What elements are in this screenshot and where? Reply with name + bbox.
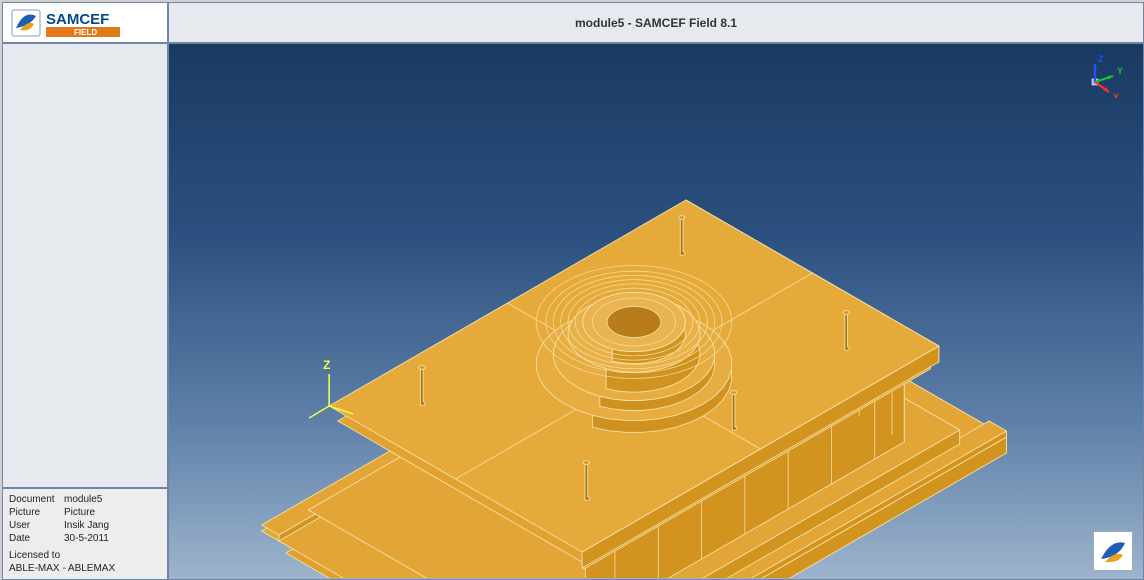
svg-text:Z: Z: [1098, 54, 1104, 64]
left-column: Documentmodule5PicturePictureUserInsik J…: [3, 44, 169, 579]
doc-info-label: Date: [9, 532, 64, 545]
svg-text:FIELD: FIELD: [74, 28, 97, 37]
window-title: module5 - SAMCEF Field 8.1: [169, 3, 1143, 42]
app-frame: SAMCEF FIELD module5 - SAMCEF Field 8.1 …: [2, 2, 1144, 580]
doc-info-value: Picture: [64, 506, 95, 519]
titlebar: SAMCEF FIELD module5 - SAMCEF Field 8.1: [3, 3, 1143, 44]
document-info-panel: Documentmodule5PicturePictureUserInsik J…: [3, 487, 167, 579]
svg-text:Y: Y: [1117, 66, 1123, 76]
doc-info-value: module5: [64, 493, 102, 506]
doc-info-row: Documentmodule5: [9, 493, 161, 506]
3d-viewport[interactable]: Z Z Y X: [169, 44, 1143, 579]
doc-info-row: Date30-5-2011: [9, 532, 161, 545]
licensed-value: ABLE-MAX - ABLEMAX: [9, 562, 161, 575]
model-render: [169, 44, 1141, 578]
doc-info-row: UserInsik Jang: [9, 519, 161, 532]
title-text: module5 - SAMCEF Field 8.1: [575, 16, 737, 30]
brand-logo: SAMCEF FIELD: [3, 3, 169, 42]
doc-info-value: Insik Jang: [64, 519, 109, 532]
doc-info-value: 30-5-2011: [64, 532, 109, 545]
orientation-triad: Z Y X: [1079, 54, 1125, 98]
corner-logo: [1093, 531, 1133, 571]
left-empty-panel: [3, 44, 167, 487]
doc-info-label: Picture: [9, 506, 64, 519]
licensed-label: Licensed to: [9, 549, 161, 562]
samcef-swirl-icon: [1097, 535, 1129, 567]
body: Documentmodule5PicturePictureUserInsik J…: [3, 44, 1143, 579]
doc-info-label: User: [9, 519, 64, 532]
svg-text:SAMCEF: SAMCEF: [46, 11, 109, 28]
doc-info-row: PicturePicture: [9, 506, 161, 519]
samcef-logo-icon: SAMCEF FIELD: [10, 6, 160, 40]
doc-info-label: Document: [9, 493, 64, 506]
svg-text:X: X: [1113, 92, 1119, 98]
